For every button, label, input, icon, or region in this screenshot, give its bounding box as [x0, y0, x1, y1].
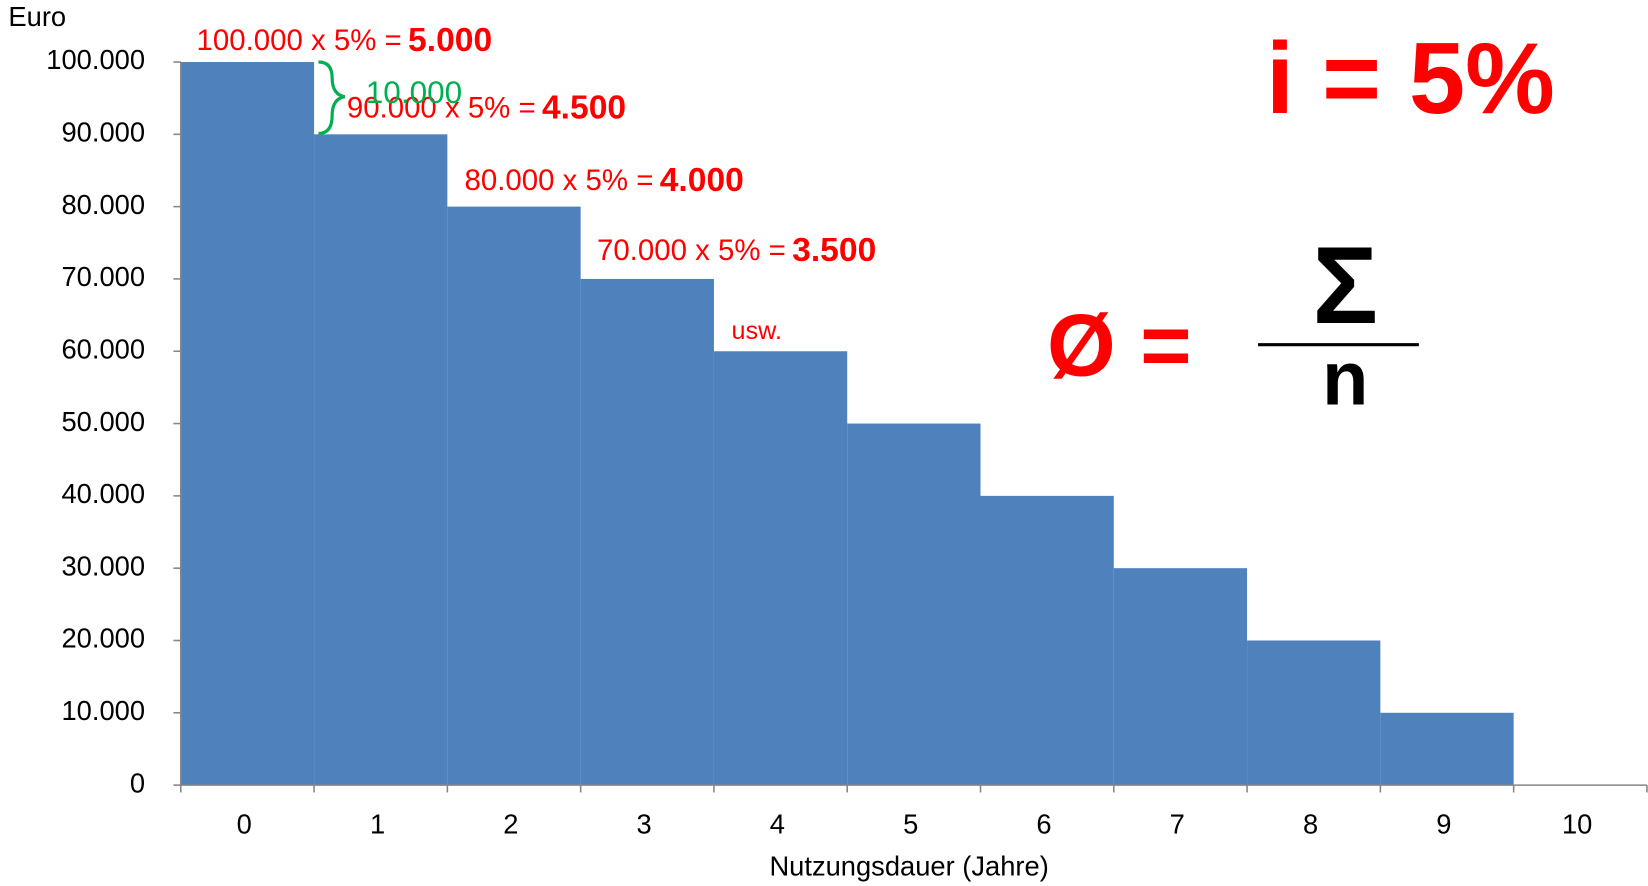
y-axis-label: Euro	[8, 1, 66, 32]
rate: i = 5%	[1266, 23, 1555, 135]
denominator: n	[1322, 337, 1368, 422]
annotation: 100.000 x 5% = 5.000	[197, 22, 493, 59]
x-tick-label: 1	[370, 808, 385, 839]
bar	[580, 278, 714, 786]
axes: 0 1 2 3 4 5 6 7 8 9 10 0 10.000 20.000 30.000 40.000 50.…	[46, 44, 1648, 839]
x-tick-label: 8	[1303, 808, 1318, 839]
annotation: 70.000 x 5% = 3.500	[597, 232, 876, 269]
y-tick-label: 100.000	[46, 44, 145, 75]
y-tick-label: 60.000	[62, 333, 146, 364]
bar	[1113, 568, 1248, 786]
annotation: 90.000 x 5% = 4.500	[347, 89, 626, 126]
x-tick-label: 2	[503, 808, 518, 839]
x-axis-label: Nutzungsdauer (Jahre)	[769, 850, 1048, 881]
bar	[713, 351, 848, 786]
annotation-text: usw.	[732, 317, 782, 345]
bar	[980, 495, 1114, 786]
average-label: Ø =	[1047, 295, 1192, 394]
annotation-result: 4.000	[660, 162, 744, 199]
bars	[180, 62, 1514, 786]
y-tick-label: 70.000	[62, 261, 146, 292]
bar	[180, 62, 315, 786]
y-tick-label: 30.000	[62, 550, 146, 581]
x-tick-label: 6	[1036, 808, 1051, 839]
annotation-text: 100.000 x 5% =	[197, 24, 402, 57]
x-tick-label: 5	[903, 808, 918, 839]
annotation: usw.	[732, 317, 782, 345]
annotation-text: 70.000 x 5% =	[597, 234, 786, 267]
annotation-result: 4.500	[542, 89, 626, 126]
y-tick-label: 10.000	[62, 695, 146, 726]
annotation-result: 5.000	[408, 22, 492, 59]
y-tick-label: 20.000	[62, 623, 146, 654]
brace	[318, 60, 346, 136]
bar	[447, 206, 581, 786]
bar	[314, 134, 448, 786]
y-tick-label: 40.000	[62, 478, 146, 509]
bar	[847, 423, 981, 786]
y-tick-label: 50.000	[62, 406, 146, 437]
annotation-result: 3.500	[792, 232, 876, 269]
bar	[1380, 712, 1514, 786]
numerator: Σ	[1313, 225, 1379, 347]
x-tick-label: 9	[1436, 808, 1451, 839]
annotations: 100.000 x 5% = 5.000 90.000 x 5% = 4.500 80.…	[197, 22, 877, 345]
y-tick-label: 80.000	[62, 189, 146, 220]
x-tick-label: 7	[1170, 808, 1185, 839]
annotation-text: 90.000 x 5% =	[347, 91, 536, 124]
x-tick-label: 4	[770, 808, 785, 839]
x-tick-label: 3	[637, 808, 652, 839]
brace-label: 10.000	[366, 74, 462, 110]
y-tick-label: 90.000	[62, 117, 146, 148]
annotation: 80.000 x 5% = 4.000	[465, 162, 744, 199]
y-tick-label: 0	[130, 767, 145, 798]
bar	[1247, 640, 1381, 786]
annotation-text: 80.000 x 5% =	[465, 164, 654, 197]
x-tick-label: 10	[1562, 808, 1592, 839]
x-tick-label: 0	[237, 808, 252, 839]
